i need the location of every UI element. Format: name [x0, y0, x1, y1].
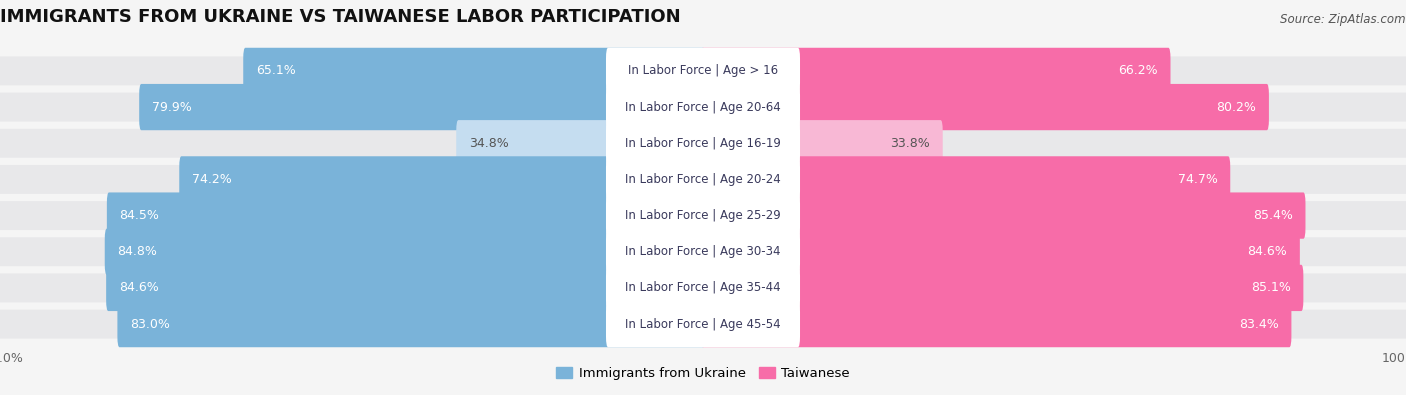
FancyBboxPatch shape: [606, 192, 800, 239]
FancyBboxPatch shape: [700, 265, 1303, 311]
Text: In Labor Force | Age > 16: In Labor Force | Age > 16: [628, 64, 778, 77]
FancyBboxPatch shape: [0, 201, 1406, 230]
FancyBboxPatch shape: [606, 265, 800, 311]
Text: In Labor Force | Age 25-29: In Labor Force | Age 25-29: [626, 209, 780, 222]
FancyBboxPatch shape: [107, 192, 704, 239]
FancyBboxPatch shape: [700, 229, 1299, 275]
Text: 66.2%: 66.2%: [1118, 64, 1159, 77]
FancyBboxPatch shape: [700, 120, 942, 166]
Text: 84.8%: 84.8%: [117, 245, 157, 258]
Text: In Labor Force | Age 20-64: In Labor Force | Age 20-64: [626, 101, 780, 114]
FancyBboxPatch shape: [700, 192, 1305, 239]
Text: IMMIGRANTS FROM UKRAINE VS TAIWANESE LABOR PARTICIPATION: IMMIGRANTS FROM UKRAINE VS TAIWANESE LAB…: [0, 8, 681, 26]
FancyBboxPatch shape: [700, 48, 1170, 94]
FancyBboxPatch shape: [117, 301, 704, 347]
FancyBboxPatch shape: [700, 301, 1292, 347]
FancyBboxPatch shape: [107, 265, 704, 311]
Text: 33.8%: 33.8%: [890, 137, 931, 150]
Text: 65.1%: 65.1%: [256, 64, 295, 77]
FancyBboxPatch shape: [180, 156, 704, 203]
Text: 85.1%: 85.1%: [1251, 281, 1291, 294]
FancyBboxPatch shape: [139, 84, 704, 130]
FancyBboxPatch shape: [700, 156, 1230, 203]
Text: 84.6%: 84.6%: [120, 281, 159, 294]
Text: 84.5%: 84.5%: [120, 209, 159, 222]
FancyBboxPatch shape: [606, 229, 800, 275]
Text: 83.4%: 83.4%: [1239, 318, 1279, 331]
FancyBboxPatch shape: [606, 48, 800, 94]
Text: 74.7%: 74.7%: [1178, 173, 1218, 186]
FancyBboxPatch shape: [606, 156, 800, 203]
Text: 85.4%: 85.4%: [1253, 209, 1294, 222]
Text: 34.8%: 34.8%: [470, 137, 509, 150]
FancyBboxPatch shape: [0, 129, 1406, 158]
Text: In Labor Force | Age 35-44: In Labor Force | Age 35-44: [626, 281, 780, 294]
Text: In Labor Force | Age 20-24: In Labor Force | Age 20-24: [626, 173, 780, 186]
Text: 79.9%: 79.9%: [152, 101, 191, 114]
FancyBboxPatch shape: [0, 310, 1406, 339]
FancyBboxPatch shape: [243, 48, 704, 94]
FancyBboxPatch shape: [606, 84, 800, 130]
Text: 84.6%: 84.6%: [1247, 245, 1288, 258]
FancyBboxPatch shape: [0, 56, 1406, 85]
Text: In Labor Force | Age 45-54: In Labor Force | Age 45-54: [626, 318, 780, 331]
Text: In Labor Force | Age 30-34: In Labor Force | Age 30-34: [626, 245, 780, 258]
Legend: Immigrants from Ukraine, Taiwanese: Immigrants from Ukraine, Taiwanese: [557, 367, 849, 380]
FancyBboxPatch shape: [606, 120, 800, 166]
Text: In Labor Force | Age 16-19: In Labor Force | Age 16-19: [626, 137, 780, 150]
FancyBboxPatch shape: [457, 120, 706, 166]
FancyBboxPatch shape: [0, 237, 1406, 266]
FancyBboxPatch shape: [105, 229, 704, 275]
FancyBboxPatch shape: [0, 273, 1406, 303]
FancyBboxPatch shape: [0, 92, 1406, 122]
FancyBboxPatch shape: [606, 301, 800, 347]
Text: 74.2%: 74.2%: [191, 173, 232, 186]
FancyBboxPatch shape: [700, 84, 1268, 130]
FancyBboxPatch shape: [0, 165, 1406, 194]
Text: Source: ZipAtlas.com: Source: ZipAtlas.com: [1281, 13, 1406, 26]
Text: 80.2%: 80.2%: [1216, 101, 1257, 114]
Text: 83.0%: 83.0%: [129, 318, 170, 331]
